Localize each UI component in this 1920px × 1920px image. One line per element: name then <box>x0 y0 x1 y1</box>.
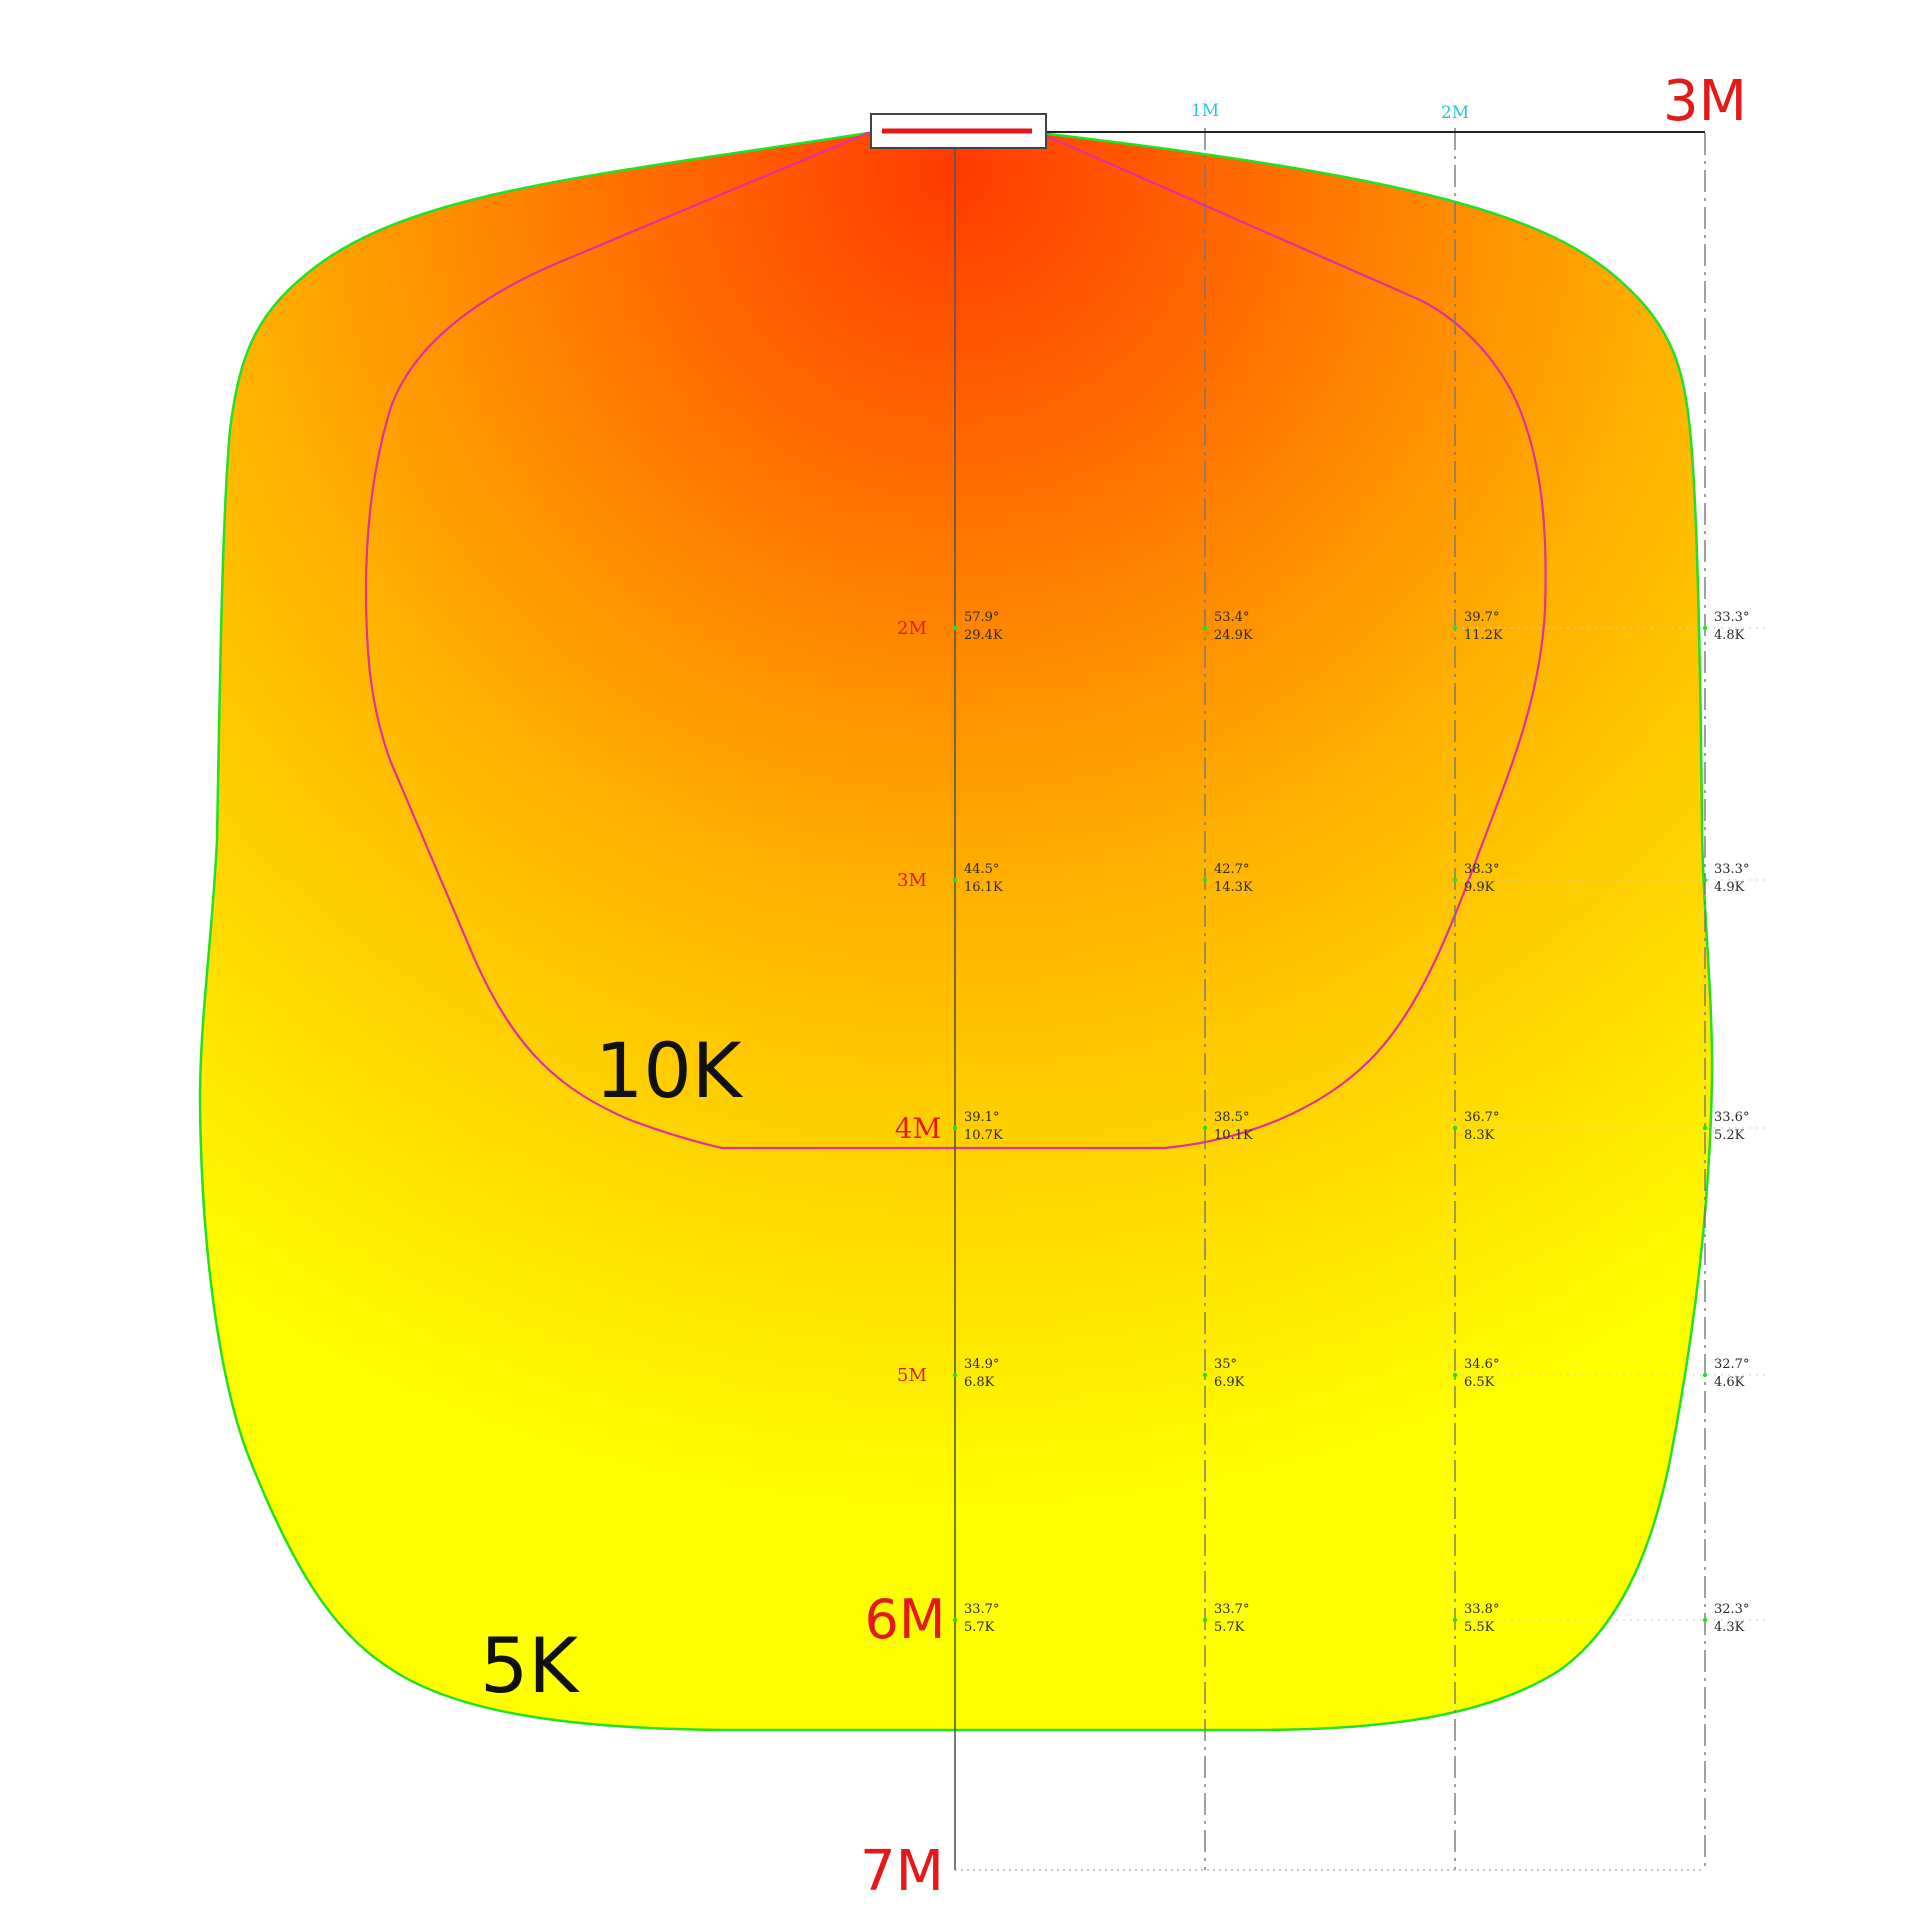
illuminance-value: 14.3K <box>1214 880 1253 895</box>
illuminance-value: 5.5K <box>1464 1620 1495 1635</box>
illuminance-value: 16.1K <box>964 880 1003 895</box>
illuminance-value: 4.8K <box>1714 628 1745 643</box>
illuminance-value: 6.8K <box>964 1375 995 1390</box>
row-distance-label: 5M <box>897 1365 927 1386</box>
illuminance-value: 5.2K <box>1714 1128 1745 1143</box>
illuminance-value: 6.5K <box>1464 1375 1495 1390</box>
zone-5k-label: 5K <box>480 1621 580 1710</box>
illuminance-value: 6.9K <box>1214 1375 1245 1390</box>
row-distance-label: 6M <box>865 1588 946 1651</box>
row-distance-label: 3M <box>897 870 927 891</box>
beam-angle-value: 57.9° <box>964 610 999 625</box>
measurement-point <box>952 625 958 631</box>
beam-angle-value: 33.7° <box>964 1602 999 1617</box>
measurement-point <box>952 1617 958 1623</box>
zone-10k-label: 10K <box>595 1026 744 1115</box>
measurement-point <box>952 1125 958 1131</box>
beam-angle-value: 39.1° <box>964 1110 999 1125</box>
beam-angle-value: 34.9° <box>964 1357 999 1372</box>
beam-angle-value: 33.3° <box>1714 862 1749 877</box>
beam-angle-value: 33.6° <box>1714 1110 1749 1125</box>
column-label-2m: 2M <box>1441 103 1469 123</box>
illuminance-value: 10.7K <box>964 1128 1003 1143</box>
measurement-point <box>1452 1125 1458 1131</box>
beam-angle-value: 34.6° <box>1464 1357 1499 1372</box>
row-distance-label: 4M <box>895 1112 941 1145</box>
zone-10k-area <box>364 131 1547 1150</box>
illuminance-value: 8.3K <box>1464 1128 1495 1143</box>
beam-angle-value: 38.3° <box>1464 862 1499 877</box>
measurement-point <box>1702 1372 1708 1378</box>
illuminance-value: 4.3K <box>1714 1620 1745 1635</box>
row-distance-label: 2M <box>897 618 927 639</box>
beam-angle-value: 53.4° <box>1214 610 1249 625</box>
measurement-point <box>1452 1372 1458 1378</box>
illuminance-value: 10.1K <box>1214 1128 1253 1143</box>
beam-angle-value: 33.7° <box>1214 1602 1249 1617</box>
measurement-point <box>1202 1617 1208 1623</box>
illuminance-value: 9.9K <box>1464 880 1495 895</box>
measurement-point <box>1702 1617 1708 1623</box>
measurement-point <box>952 1372 958 1378</box>
measurement-point <box>1702 877 1708 883</box>
illuminance-value: 5.7K <box>1214 1620 1245 1635</box>
beam-angle-value: 32.3° <box>1714 1602 1749 1617</box>
beam-angle-value: 42.7° <box>1214 862 1249 877</box>
illuminance-value: 24.9K <box>1214 628 1253 643</box>
beam-angle-value: 36.7° <box>1464 1110 1499 1125</box>
beam-angle-value: 35° <box>1214 1357 1237 1372</box>
measurement-point <box>952 877 958 883</box>
measurement-rows: 2M 57.9° 29.4K 53.4° 24.9K 39.7° 11.2K 33.3° 4.8… <box>865 610 1750 1651</box>
illuminance-value: 4.6K <box>1714 1375 1745 1390</box>
measurement-point <box>1452 625 1458 631</box>
beam-angle-value: 44.5° <box>964 862 999 877</box>
measurement-point <box>1202 877 1208 883</box>
beam-angle-value: 39.7° <box>1464 610 1499 625</box>
illuminance-value: 29.4K <box>964 628 1003 643</box>
illuminance-value: 11.2K <box>1464 628 1503 643</box>
beam-angle-value: 38.5° <box>1214 1110 1249 1125</box>
axis-end-label-7m: 7M <box>860 1839 944 1904</box>
measurement-point <box>1202 625 1208 631</box>
measurement-point <box>1202 1372 1208 1378</box>
measurement-point <box>1452 877 1458 883</box>
beam-angle-value: 33.3° <box>1714 610 1749 625</box>
measurement-point <box>1202 1125 1208 1131</box>
measurement-point <box>1452 1617 1458 1623</box>
beam-angle-value: 32.7° <box>1714 1357 1749 1372</box>
measurement-point <box>1702 625 1708 631</box>
column-label-1m: 1M <box>1191 101 1219 121</box>
illuminance-value: 4.9K <box>1714 880 1745 895</box>
column-label-3m: 3M <box>1663 69 1747 134</box>
illuminance-value: 5.7K <box>964 1620 995 1635</box>
measurement-point <box>1702 1125 1708 1131</box>
beam-angle-value: 33.8° <box>1464 1602 1499 1617</box>
